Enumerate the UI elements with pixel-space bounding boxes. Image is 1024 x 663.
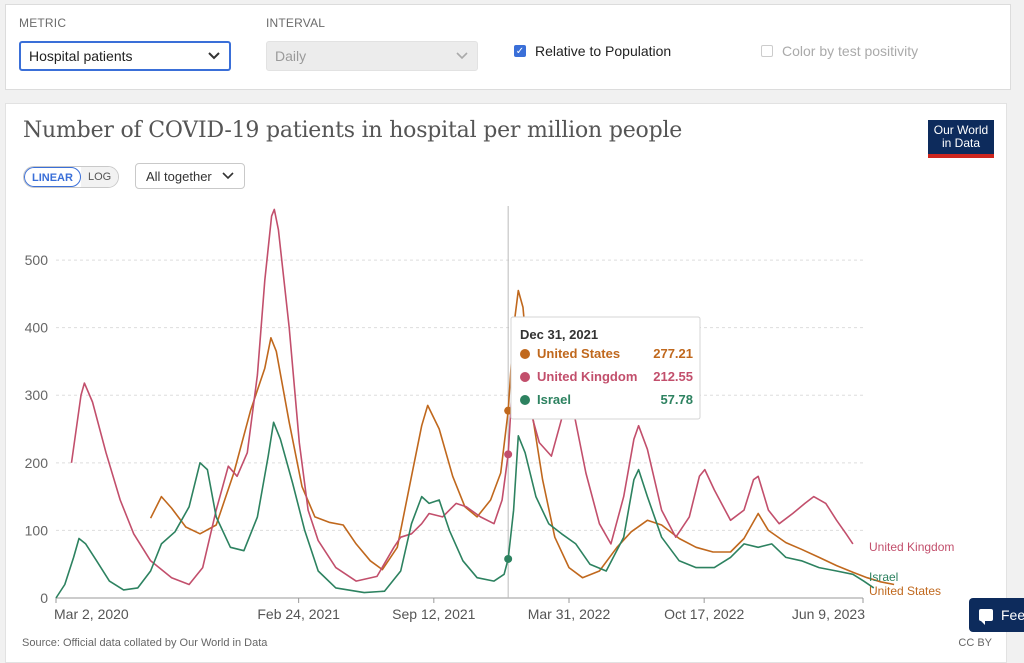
checkmark-icon: ✓ — [514, 45, 526, 57]
chart-card: Number of COVID-19 patients in hospital … — [5, 103, 1007, 663]
series-line-israel — [55, 421, 875, 599]
tooltip-series-name: Israel — [537, 392, 571, 407]
grouping-value: All together — [146, 168, 212, 184]
series-line-united-states — [149, 289, 895, 586]
tooltip-value: 57.78 — [660, 392, 693, 407]
chevron-down-icon — [208, 52, 220, 60]
series-end-label: Israel — [869, 570, 898, 584]
tooltip-series-name: United Kingdom — [537, 369, 637, 384]
feedback-button[interactable]: Fee — [969, 598, 1024, 632]
relative-label: Relative to Population — [535, 43, 672, 59]
series-end-label: United States — [869, 584, 941, 598]
y-tick-label: 0 — [40, 590, 48, 606]
tooltip-value: 277.21 — [653, 346, 693, 361]
chevron-down-icon — [222, 172, 234, 180]
series-end-label: United Kingdom — [869, 540, 954, 554]
empty-checkbox-icon — [761, 45, 773, 57]
owid-logo[interactable]: Our World in Data — [928, 120, 994, 158]
x-tick-label: Jun 9, 2023 — [792, 606, 865, 622]
license-label: CC BY — [958, 637, 992, 649]
x-tick-label: Mar 2, 2020 — [54, 606, 129, 622]
tooltip-value: 212.55 — [653, 369, 693, 384]
hover-point — [504, 450, 513, 459]
linear-scale-button[interactable]: LINEAR — [24, 167, 81, 187]
y-tick-label: 500 — [25, 252, 49, 268]
logo-line-2: in Data — [941, 136, 981, 150]
tooltip-series-name: United States — [537, 346, 620, 361]
x-tick-label: Mar 31, 2022 — [528, 606, 611, 622]
positivity-label: Color by test positivity — [782, 43, 919, 59]
tooltip: Dec 31, 2021 United States 277.21 United Ki… — [510, 316, 701, 420]
interval-select[interactable]: Daily — [266, 41, 478, 71]
y-tick-label: 400 — [25, 320, 49, 336]
chat-icon — [979, 609, 993, 625]
interval-label: INTERVAL — [266, 16, 326, 30]
x-tick-label: Sep 12, 2021 — [392, 606, 476, 622]
y-tick-label: 300 — [25, 387, 49, 403]
series-line-united-kingdom — [70, 208, 854, 586]
y-tick-label: 100 — [25, 522, 49, 538]
relative-to-population-checkbox[interactable]: ✓ Relative to Population — [514, 43, 671, 59]
tooltip-box — [510, 316, 701, 420]
source-note: Source: Official data collated by Our Wo… — [22, 637, 268, 649]
y-tick-label: 200 — [25, 455, 49, 471]
chart-title: Number of COVID-19 patients in hospital … — [23, 118, 683, 143]
hover-point — [504, 406, 513, 415]
feedback-label: Fee — [1001, 607, 1024, 623]
grouping-select[interactable]: All together — [135, 163, 245, 189]
chevron-down-icon — [456, 52, 468, 60]
tooltip-swatch — [520, 349, 530, 359]
scale-toggle: LINEAR LOG — [23, 166, 120, 188]
x-tick-label: Feb 24, 2021 — [257, 606, 340, 622]
interval-value: Daily — [275, 48, 307, 64]
x-tick-label: Oct 17, 2022 — [664, 606, 744, 622]
tooltip-swatch — [520, 395, 530, 405]
tooltip-date: Dec 31, 2021 — [520, 327, 598, 342]
tooltip-swatch — [520, 372, 530, 382]
metric-value: Hospital patients — [29, 48, 133, 64]
metric-label: METRIC — [19, 16, 67, 30]
line-chart[interactable]: 0 100 200 300 400 500 Mar 2, 2020 Feb 24, 2021 S… — [0, 0, 1024, 649]
controls-panel: METRIC Hospital patients INTERVAL Daily … — [5, 4, 1011, 90]
log-scale-button[interactable]: LOG — [80, 167, 119, 187]
logo-line-1: Our World — [933, 123, 989, 137]
hover-point — [504, 554, 513, 563]
metric-select[interactable]: Hospital patients — [19, 41, 231, 71]
color-by-positivity-checkbox[interactable]: Color by test positivity — [761, 43, 918, 59]
